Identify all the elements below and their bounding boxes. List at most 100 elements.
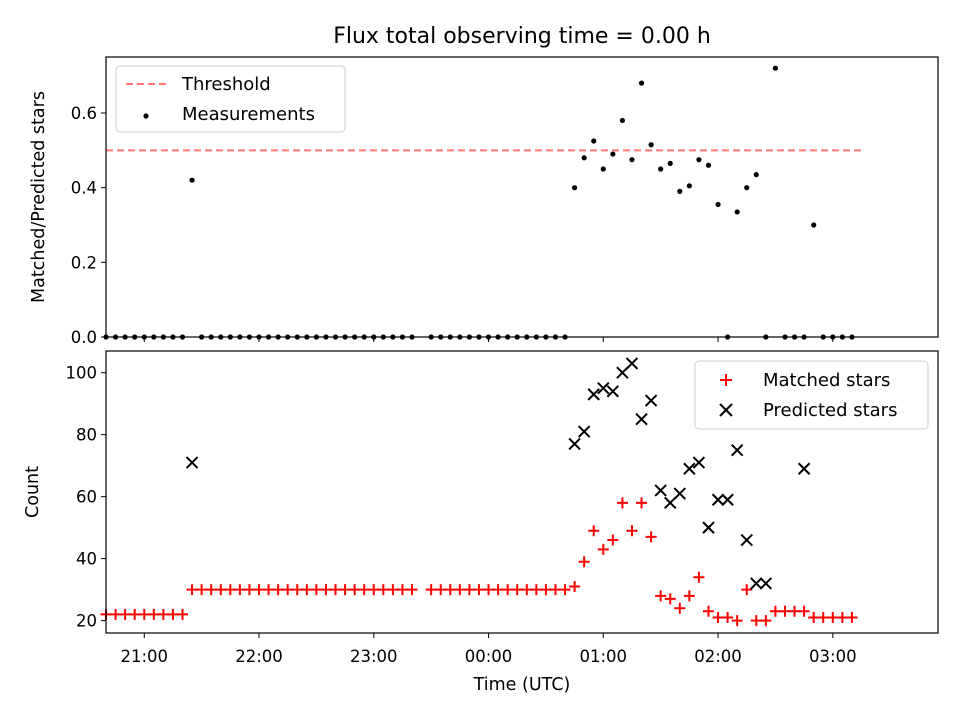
predicted-star-marker <box>654 484 667 497</box>
legend-threshold-label: Threshold <box>181 74 271 95</box>
matched-star-marker <box>655 590 667 602</box>
predicted-star-marker <box>568 437 581 451</box>
predicted-star-marker <box>711 493 725 506</box>
matched-star-marker <box>683 590 695 602</box>
predicted-star-marker <box>616 366 629 379</box>
matched-star-marker <box>454 584 466 596</box>
bottom-x-tick-label: 22:00 <box>235 647 283 666</box>
matched-star-marker <box>607 534 619 546</box>
bottom-y-tick-label: 40 <box>76 550 97 569</box>
matched-star-marker <box>167 608 179 620</box>
predicted-star-marker <box>185 456 199 469</box>
matched-star-marker <box>578 556 590 568</box>
matched-star-marker <box>291 584 303 596</box>
measurement-point <box>629 157 635 163</box>
bottom-y-tick-label: 80 <box>76 426 97 445</box>
matched-star-marker <box>425 584 437 596</box>
bottom-y-tick-label: 100 <box>66 364 98 383</box>
matched-star-marker <box>186 584 198 596</box>
matched-star-marker <box>779 605 791 617</box>
matched-star-marker <box>588 525 600 537</box>
matched-star-marker <box>243 584 255 596</box>
predicted-star-marker <box>597 381 610 395</box>
measurement-point <box>591 138 597 144</box>
matched-star-marker <box>339 584 351 596</box>
predicted-star-marker <box>587 388 600 401</box>
top-panel: 0.0 0.2 0.4 0.6 Matched/Predicted stars Thr… <box>29 56 939 347</box>
matched-star-marker <box>674 602 686 614</box>
measurement-point <box>610 151 616 157</box>
bottom-x-tick-label: 02:00 <box>694 647 742 666</box>
predicted-star-marker <box>740 533 753 547</box>
bottom-x-tick-label: 01:00 <box>580 647 628 666</box>
matched-star-marker <box>827 612 839 624</box>
matched-star-marker <box>110 608 122 620</box>
matched-star-marker <box>177 608 189 620</box>
bottom-legend-frame <box>694 360 929 430</box>
matched-star-marker <box>492 584 504 596</box>
matched-star-marker <box>549 584 561 596</box>
matched-star-marker <box>119 608 131 620</box>
matched-star-marker <box>836 612 848 624</box>
matched-star-marker <box>702 605 714 617</box>
measurement-point <box>744 185 750 191</box>
measurement-point <box>658 166 664 172</box>
matched-star-marker <box>387 584 399 596</box>
predicted-star-marker <box>721 493 734 506</box>
matched-star-marker <box>817 612 829 624</box>
measurement-point <box>715 201 721 208</box>
matched-star-marker <box>616 497 628 509</box>
bottom-x-tick-label: 00:00 <box>465 647 513 666</box>
legend-matched-label: Matched stars <box>763 370 890 391</box>
matched-star-marker <box>741 584 753 596</box>
matched-star-marker <box>789 605 801 617</box>
matched-star-marker <box>310 584 322 596</box>
bottom-panel-ticks: 20 40 60 80 100 21:00 22:00 23:00 00:00 01:00 02:0… <box>66 364 857 666</box>
matched-star-marker <box>129 608 141 620</box>
matched-star-marker <box>483 584 495 596</box>
predicted-star-marker <box>664 496 677 510</box>
top-legend: Threshold Measurements <box>115 65 346 133</box>
matched-star-marker <box>540 584 552 596</box>
predicted-star-marker <box>683 462 696 475</box>
bottom-panel-ylabel: Count <box>23 466 43 518</box>
matched-star-marker <box>349 584 361 596</box>
measurement-point <box>811 222 817 228</box>
measurement-point <box>705 162 712 168</box>
matched-star-marker <box>377 584 389 596</box>
predicted-star-marker <box>692 456 706 469</box>
matched-star-marker <box>569 581 581 593</box>
matched-star-marker <box>645 531 657 543</box>
legend-predicted-label: Predicted stars <box>763 400 897 421</box>
matched-star-marker <box>196 584 208 596</box>
predicted-star-marker <box>635 412 648 426</box>
matched-star-marker <box>626 525 638 537</box>
bottom-y-tick-label: 20 <box>76 612 97 631</box>
matched-star-marker <box>521 584 533 596</box>
matched-star-marker <box>396 584 408 596</box>
predicted-star-marker <box>730 443 744 457</box>
matched-star-marker <box>664 593 676 605</box>
predicted-star-marker <box>797 462 811 475</box>
measurement-point <box>638 80 645 86</box>
matched-star-marker <box>511 584 523 596</box>
measurement-point <box>686 183 692 189</box>
measurement-point <box>648 142 654 148</box>
predicted-star-marker <box>625 357 639 370</box>
matched-star-marker <box>272 584 284 596</box>
legend-predicted-swatch <box>719 403 733 417</box>
predicted-star-marker <box>644 394 658 407</box>
matched-star-marker <box>636 497 648 509</box>
matched-star-marker <box>205 584 217 596</box>
matched-star-marker <box>798 605 810 617</box>
top-y-tick-label: 0.0 <box>71 328 97 347</box>
matched-star-marker <box>435 584 447 596</box>
matched-star-marker <box>406 584 418 596</box>
bottom-y-tick-label: 60 <box>76 488 97 507</box>
matched-star-marker <box>263 584 275 596</box>
legend-matched-swatch <box>720 374 732 386</box>
predicted-star-marker <box>577 425 591 438</box>
matched-star-marker <box>559 584 571 596</box>
matched-star-marker <box>750 615 762 627</box>
